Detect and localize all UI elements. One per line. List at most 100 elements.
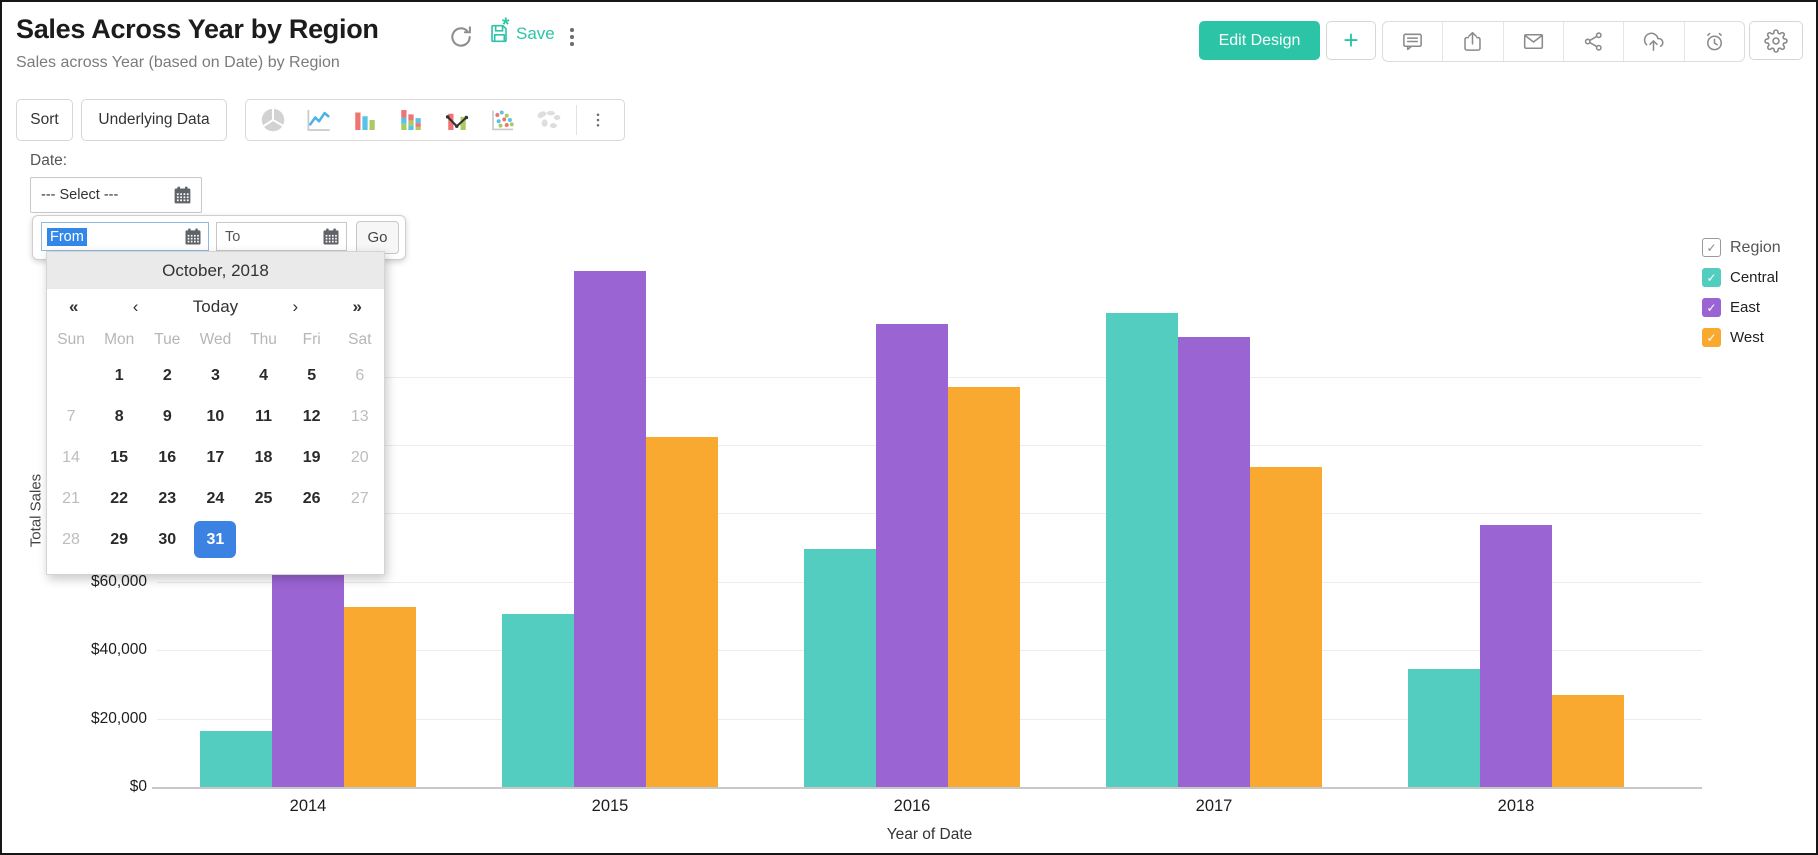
underlying-data-button[interactable]: Underlying Data: [81, 99, 227, 141]
bar-central-2018[interactable]: [1408, 669, 1480, 787]
calendar-icon[interactable]: [183, 227, 203, 247]
export-button[interactable]: [1442, 22, 1502, 61]
bar-east-2015[interactable]: [574, 270, 646, 787]
weekday-label: Sun: [57, 331, 85, 348]
bar-central-2016[interactable]: [804, 549, 876, 787]
settings-button[interactable]: [1749, 21, 1803, 60]
bar-west-2016[interactable]: [948, 386, 1020, 787]
combo-chart-icon: [442, 105, 472, 135]
bar-central-2015[interactable]: [502, 614, 574, 787]
calendar-day-4[interactable]: 4: [259, 367, 269, 384]
go-button[interactable]: Go: [356, 221, 399, 254]
bar-east-2017[interactable]: [1178, 337, 1250, 787]
west-checkbox[interactable]: ✓: [1702, 328, 1721, 347]
calendar-day-3[interactable]: 3: [210, 367, 220, 384]
share-button[interactable]: [1562, 22, 1623, 61]
legend-item-west[interactable]: ✓ West: [1702, 328, 1816, 347]
calendar-empty-cell: [288, 519, 336, 560]
save-button[interactable]: * Save: [488, 15, 555, 45]
bar-east-2018[interactable]: [1480, 525, 1552, 787]
bar-west-2015[interactable]: [646, 436, 718, 787]
calendar-day-7[interactable]: 7: [66, 408, 76, 425]
chart-type-map-chart-button[interactable]: [526, 101, 572, 139]
east-checkbox[interactable]: ✓: [1702, 298, 1721, 317]
calendar-day-22[interactable]: 22: [110, 490, 129, 507]
legend-region-toggle[interactable]: ✓ Region: [1702, 238, 1816, 257]
toolbar-divider: [576, 105, 577, 135]
calendar-day-27[interactable]: 27: [350, 490, 369, 507]
calendar-day-16[interactable]: 16: [158, 449, 177, 466]
chart-type-line-chart-button[interactable]: [296, 101, 342, 139]
calendar-day-12[interactable]: 12: [302, 408, 321, 425]
header-more-menu[interactable]: [562, 24, 582, 50]
chart-type-pie-chart-button[interactable]: [250, 101, 296, 139]
bar-central-2014[interactable]: [200, 730, 272, 787]
legend-item-label: East: [1730, 299, 1761, 316]
sort-button[interactable]: Sort: [16, 99, 73, 141]
bar-west-2018[interactable]: [1552, 694, 1624, 787]
from-date-input[interactable]: From: [41, 222, 209, 251]
calendar-day-19[interactable]: 19: [302, 449, 321, 466]
edit-design-button[interactable]: Edit Design: [1199, 21, 1320, 60]
region-checkbox[interactable]: ✓: [1702, 238, 1721, 257]
bar-east-2016[interactable]: [876, 323, 948, 787]
calendar-day-1[interactable]: 1: [114, 367, 124, 384]
calendar-day-26[interactable]: 26: [302, 490, 321, 507]
to-date-input[interactable]: To: [216, 222, 347, 251]
email-button[interactable]: [1502, 22, 1563, 61]
calendar-day-14[interactable]: 14: [62, 449, 80, 466]
calendar-month-label: October, 2018: [47, 252, 384, 289]
bar-central-2017[interactable]: [1106, 313, 1178, 787]
calendar-day-29[interactable]: 29: [110, 531, 129, 548]
calendar-day-23[interactable]: 23: [158, 490, 177, 507]
calendar-day-30[interactable]: 30: [158, 531, 177, 548]
calendar-day-13[interactable]: 13: [350, 408, 369, 425]
legend-item-east[interactable]: ✓ East: [1702, 298, 1816, 317]
bar-east-2014[interactable]: [272, 568, 344, 787]
chart-type-bar-chart-button[interactable]: [342, 101, 388, 139]
calendar-icon: [172, 185, 193, 206]
chart-type-stacked-bar-chart-button[interactable]: [388, 101, 434, 139]
calendar-day-11[interactable]: 11: [255, 408, 273, 425]
date-select-dropdown[interactable]: --- Select ---: [30, 177, 202, 213]
calendar-day-9[interactable]: 9: [162, 408, 172, 425]
x-axis-line: [152, 787, 1702, 789]
chart-type-scatter-chart-button[interactable]: [480, 101, 526, 139]
next-year-button[interactable]: »: [352, 297, 362, 316]
calendar-day-6[interactable]: 6: [355, 367, 365, 384]
central-checkbox[interactable]: ✓: [1702, 268, 1721, 287]
to-input-text: To: [225, 228, 241, 245]
calendar-day-2[interactable]: 2: [162, 367, 172, 384]
chart-type-more-menu[interactable]: [581, 101, 615, 139]
calendar-day-20[interactable]: 20: [350, 449, 369, 466]
chart-type-combo-chart-button[interactable]: [434, 101, 480, 139]
prev-year-button[interactable]: «: [69, 297, 79, 316]
calendar-day-31[interactable]: 31: [191, 519, 239, 560]
calendar-day-21[interactable]: 21: [62, 490, 80, 507]
calendar-day-10[interactable]: 10: [206, 408, 225, 425]
today-button[interactable]: Today: [192, 297, 239, 316]
refresh-button[interactable]: [446, 22, 476, 52]
calendar-day-17[interactable]: 17: [206, 449, 225, 466]
prev-month-button[interactable]: ‹: [132, 297, 139, 316]
add-button[interactable]: +: [1326, 21, 1376, 60]
weekday-label: Sat: [348, 331, 372, 348]
kebab-icon: [589, 111, 607, 129]
comment-button[interactable]: [1383, 22, 1442, 61]
calendar-day-28[interactable]: 28: [62, 531, 80, 548]
calendar-day-25[interactable]: 25: [254, 490, 273, 507]
selected-day[interactable]: 31: [194, 521, 237, 558]
calendar-icon[interactable]: [321, 227, 341, 247]
legend-item-central[interactable]: ✓ Central: [1702, 268, 1816, 287]
calendar-day-18[interactable]: 18: [254, 449, 273, 466]
calendar-day-5[interactable]: 5: [307, 367, 317, 384]
calendar-day-24[interactable]: 24: [206, 490, 225, 507]
alerts-button[interactable]: [1683, 22, 1744, 61]
next-month-button[interactable]: ›: [292, 297, 299, 316]
cloud-upload-button[interactable]: [1623, 22, 1683, 61]
bar-west-2017[interactable]: [1250, 467, 1322, 787]
calendar-weekday-header: Sun Mon Tue Wed Thu Fri Sat: [47, 325, 384, 355]
bar-west-2014[interactable]: [344, 607, 416, 787]
calendar-day-15[interactable]: 15: [110, 449, 129, 466]
calendar-day-8[interactable]: 8: [114, 408, 124, 425]
